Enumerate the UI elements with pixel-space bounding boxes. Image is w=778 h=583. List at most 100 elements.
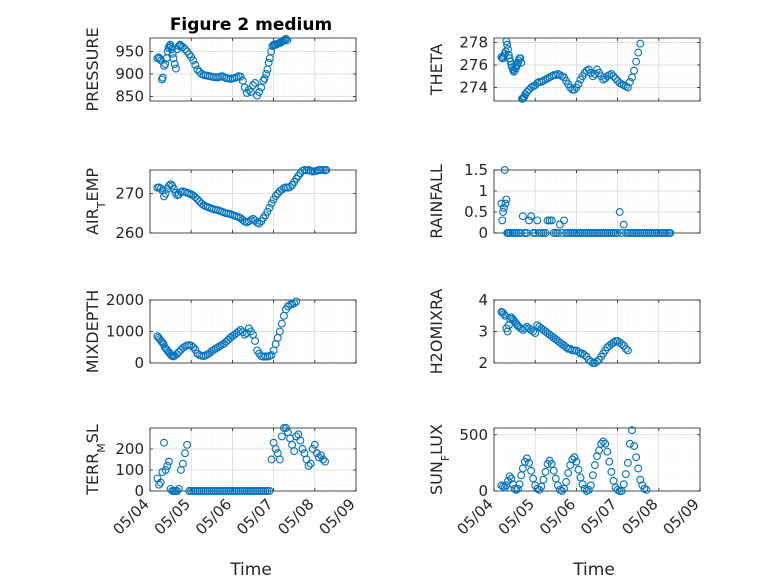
- rainfall-data-point: [510, 229, 519, 237]
- sunflux-x-tick-label: 05/07: [577, 495, 620, 538]
- sunflux-data-point: [597, 439, 606, 448]
- theta-data-point: [636, 39, 645, 48]
- terrain-data-point: [314, 453, 323, 462]
- terrain-data-point: [161, 466, 170, 474]
- terrain-data-point: [191, 487, 200, 495]
- terrain-data-point: [296, 436, 305, 445]
- rainfall-data-point: [576, 229, 585, 237]
- pressure-data-point: [209, 73, 218, 82]
- sunflux-data-point: [603, 447, 612, 456]
- terrain-x-tick-label: 05/07: [233, 495, 276, 538]
- theta-y-tick-label: 278: [459, 34, 488, 52]
- air_temp-data-point: [273, 189, 282, 198]
- terrain-axes-box: [149, 427, 357, 492]
- terrain-data-point: [160, 438, 168, 447]
- theta-plot-area: [494, 38, 700, 101]
- rainfall-data-point: [551, 229, 560, 237]
- rainfall-y-tick-label: 1.5: [464, 161, 488, 179]
- rainfall-data-point: [537, 229, 546, 237]
- terrain-y-tick-label: 100: [115, 461, 144, 479]
- terrain-data-point: [298, 445, 307, 453]
- sunflux-axes-box: [493, 427, 701, 492]
- rainfall-data-point: [619, 220, 628, 229]
- rainfall-data-point: [568, 229, 577, 237]
- terrain-x-tick-label: 05/09: [316, 495, 359, 538]
- rainfall-data-point: [499, 203, 508, 212]
- mixdepth-data-point: [292, 297, 301, 306]
- terrain-data-point: [185, 487, 194, 495]
- terrain-data-point: [290, 447, 299, 456]
- terrain-data-point: [155, 480, 164, 489]
- rainfall-data-point: [648, 229, 657, 237]
- h2omixra-data-point: [576, 349, 585, 358]
- sunflux-data-point: [586, 481, 595, 490]
- mixdepth-data-point: [187, 341, 196, 350]
- air_temp-data-point: [267, 199, 276, 208]
- air_temp-y-tick-label: 270: [115, 185, 144, 203]
- rainfall-data-point: [588, 229, 597, 237]
- rainfall-data-point: [547, 216, 556, 225]
- sunflux-data-point: [515, 480, 524, 489]
- terrain-data-point: [173, 487, 182, 495]
- terrain-data-point: [226, 487, 235, 495]
- terrain-data-point: [216, 487, 224, 495]
- pressure-data-point: [240, 83, 249, 92]
- rainfall-data-point: [628, 229, 636, 237]
- h2omixra-data-point: [593, 357, 601, 366]
- pressure-data-point: [244, 85, 253, 94]
- rainfall-data-point: [650, 229, 659, 237]
- rainfall-data-point: [514, 229, 523, 237]
- rainfall-data-point: [632, 229, 641, 237]
- terrain-data-point: [165, 457, 173, 466]
- terrain-data-point: [251, 487, 260, 495]
- theta-data-point: [632, 57, 641, 66]
- rainfall-data-point: [498, 216, 507, 225]
- rainfall-data-point: [558, 229, 566, 237]
- terrain-data-point: [224, 487, 233, 495]
- sunflux-data-point: [513, 484, 522, 493]
- rainfall-data-point: [555, 220, 564, 229]
- sunflux-data-point: [525, 458, 533, 467]
- h2omixra-y-tick-label: 3: [478, 323, 488, 341]
- sunflux-x-tick-label: 05/08: [618, 495, 661, 538]
- rainfall-data-point: [560, 216, 568, 225]
- terrain-data-point: [230, 487, 239, 495]
- rainfall-data-point: [523, 229, 531, 237]
- rainfall-data-point: [574, 229, 583, 237]
- mixdepth-data-point: [211, 344, 220, 353]
- terrain-data-point: [249, 487, 257, 495]
- rainfall-axes-box: [493, 169, 701, 234]
- rainfall-y-tick-label: 0: [478, 224, 488, 242]
- terrain-data-point: [174, 484, 183, 493]
- terrain-x-tick-label: 05/05: [151, 495, 194, 538]
- terrain-data-point: [240, 487, 249, 495]
- mixdepth-data-point: [158, 338, 167, 347]
- rainfall-data-point: [533, 216, 542, 225]
- terrain-x-tick-label: 05/06: [192, 495, 235, 538]
- mixdepth-y-tick-label: 2000: [106, 291, 144, 309]
- pressure-data-point: [249, 81, 257, 90]
- mixdepth-data-point: [275, 327, 284, 336]
- theta-data-point: [516, 54, 525, 63]
- terrain-data-point: [156, 478, 165, 487]
- h2omixra-y-tick-label: 4: [478, 291, 488, 309]
- terrain-data-point: [319, 455, 327, 464]
- terrain-data-point: [181, 449, 189, 458]
- rainfall-data-point: [578, 229, 587, 237]
- terrain-data-point: [187, 487, 196, 495]
- sunflux-data-point: [605, 457, 614, 466]
- sunflux-data-point: [607, 467, 616, 476]
- air_temp-axes-box: [149, 169, 357, 234]
- x-axis-label-left: Time: [229, 560, 272, 580]
- rainfall-data-point: [535, 229, 544, 237]
- pressure-data-point: [160, 61, 168, 70]
- mixdepth-data-point: [174, 348, 183, 356]
- h2omixra-data-point: [586, 357, 595, 366]
- terrain-data-point: [257, 487, 266, 495]
- pressure-data-point: [279, 36, 288, 45]
- rainfall-data-point: [529, 229, 538, 237]
- rainfall-data-point: [501, 199, 510, 208]
- mixdepth-data-point: [207, 347, 216, 355]
- rainfall-data-point: [640, 229, 649, 237]
